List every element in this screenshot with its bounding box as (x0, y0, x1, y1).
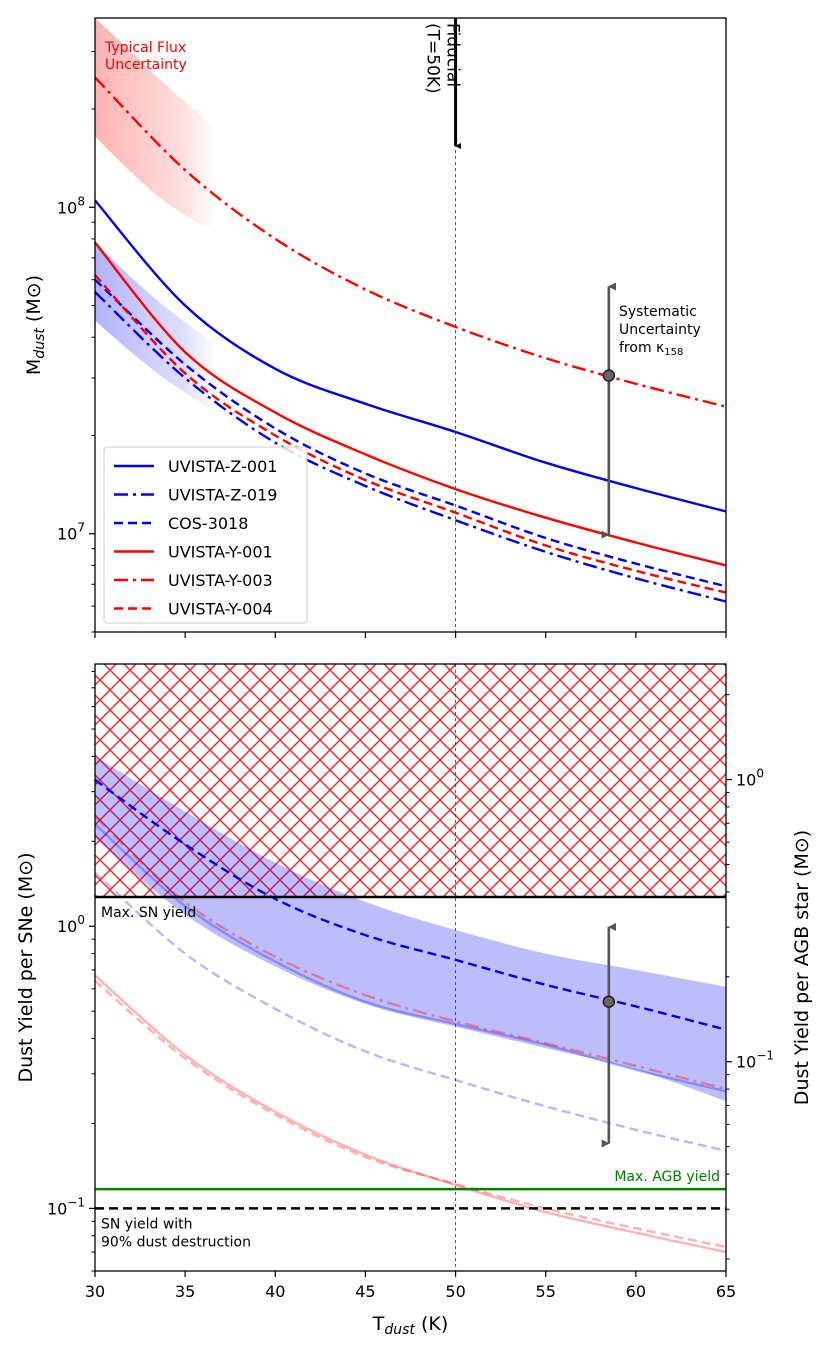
top-y-ticks: 107 108 (57, 51, 95, 633)
x-tick-label: 50 (445, 1282, 465, 1301)
bottom-left-y-ticks: 10−1 100 (47, 670, 95, 1272)
left-y-tick-label: 100 (57, 913, 85, 936)
legend-label-uvista-y-001: UVISTA-Y-001 (168, 543, 273, 562)
systematic-label-subscript: 158 (664, 347, 683, 358)
bottom-panel: Max. SN yield Max. AGB yield SN yield wi… (15, 663, 813, 1338)
systematic-label-line1: Systematic (619, 304, 697, 320)
bottom-series-line-4 (94, 815, 727, 1091)
legend-box (103, 446, 308, 624)
flux-uncertainty-band (95, 18, 216, 234)
bottom-series-line-2 (94, 871, 727, 1152)
series-line-uvista-y-001 (94, 241, 727, 567)
dust-yield-band (95, 756, 726, 1102)
legend-label-uvista-y-004: UVISTA-Y-004 (168, 600, 273, 619)
destruction-label-line2: 90% dust destruction (101, 1234, 251, 1250)
series-line-uvista-y-003 (94, 76, 727, 408)
systematic-errorbar-bottom (601, 923, 617, 1148)
excluded-region-hatch (95, 664, 726, 897)
systematic-label: Systematic Uncertainty from κ158 (619, 304, 705, 358)
bottom-right-y-ticks: 10−1 100 (726, 694, 774, 1260)
bottom-series-line-6 (94, 979, 727, 1249)
bottom-right-y-axis-label: Dust Yield per AGB star (M⊙) (791, 830, 813, 1105)
right-y-tick-label: 100 (736, 767, 764, 790)
series-line-uvista-z-001 (94, 199, 727, 513)
top-series-group (94, 76, 727, 603)
systematic-label-line3: from κ (619, 340, 664, 356)
fiducial-label-line2: (T=50K) (423, 23, 443, 94)
bottom-series-line-3 (94, 823, 727, 1093)
flux-uncertainty-label: Typical Flux Uncertainty (104, 40, 191, 73)
systematic-label-line2: Uncertainty (619, 322, 701, 338)
xlabel-main: T (372, 1313, 385, 1335)
systematic-point (602, 995, 616, 1009)
systematic-point (602, 369, 616, 382)
top-ylabel-unit: (M⊙) (23, 275, 45, 328)
left-y-tick-label: 10−1 (47, 1195, 85, 1218)
legend-label-uvista-z-019: UVISTA-Z-019 (168, 486, 277, 505)
destruction-label: SN yield with 90% dust destruction (101, 1216, 251, 1250)
flux-label-line1: Typical Flux (104, 40, 186, 56)
fiducial-label: Fiducial (T=50K) (423, 23, 463, 94)
top-axes-frame (94, 17, 727, 633)
uncertainty-bands (95, 18, 216, 413)
destruction-label-line1: SN yield with (101, 1216, 193, 1232)
x-tick-label: 40 (265, 1282, 285, 1301)
bottom-axes-frame (94, 663, 727, 1272)
max-sn-yield-label: Max. SN yield (101, 905, 196, 921)
y-tick-label: 108 (57, 194, 85, 217)
series-line-uvista-y-004 (94, 274, 727, 594)
xlabel-unit: (K) (415, 1313, 448, 1335)
x-tick-label: 45 (355, 1282, 375, 1301)
top-ylabel-sub: dust (32, 328, 48, 359)
top-y-axis-label: Mdust (M⊙) (23, 275, 48, 375)
series-line-uvista-z-019 (94, 291, 727, 603)
x-tick-label: 30 (85, 1282, 105, 1301)
legend-label-uvista-y-003: UVISTA-Y-003 (168, 571, 273, 590)
xlabel-sub: dust (384, 1322, 415, 1338)
y-tick-label: 107 (57, 521, 85, 544)
bottom-x-ticks: 30 35 40 45 50 55 60 65 (85, 1271, 736, 1301)
legend-label-cos-3018: COS-3018 (168, 514, 248, 533)
bottom-series-line-5 (94, 974, 727, 1254)
max-agb-yield-label: Max. AGB yield (614, 1169, 720, 1185)
systematic-errorbar (601, 282, 617, 539)
x-axis-label: Tdust (K) (372, 1313, 448, 1338)
bottom-series-line-1 (94, 778, 727, 1031)
yield-limit-lines (95, 895, 726, 1210)
blue-uncertainty-band (95, 242, 216, 413)
x-tick-label: 35 (175, 1282, 195, 1301)
legend: UVISTA-Z-001 UVISTA-Z-019 COS-3018 UVISTA-Y… (103, 446, 308, 624)
right-y-tick-label: 10−1 (736, 1049, 774, 1072)
top-ylabel-main: M (23, 359, 45, 375)
top-x-ticks (94, 632, 727, 638)
legend-label-uvista-z-001: UVISTA-Z-001 (168, 457, 277, 476)
bottom-left-y-axis-label: Dust Yield per SNe (M⊙) (15, 852, 37, 1082)
series-line-cos-3018 (94, 278, 727, 588)
flux-label-line2: Uncertainty (105, 57, 187, 73)
top-panel: Fiducial (T=50K) Typical Flux Uncertaint… (23, 17, 727, 638)
fiducial-label-line1: Fiducial (443, 23, 463, 87)
x-tick-label: 60 (626, 1282, 646, 1301)
bottom-series-group (94, 778, 727, 1254)
x-tick-label: 65 (716, 1282, 736, 1301)
x-tick-label: 55 (536, 1282, 556, 1301)
